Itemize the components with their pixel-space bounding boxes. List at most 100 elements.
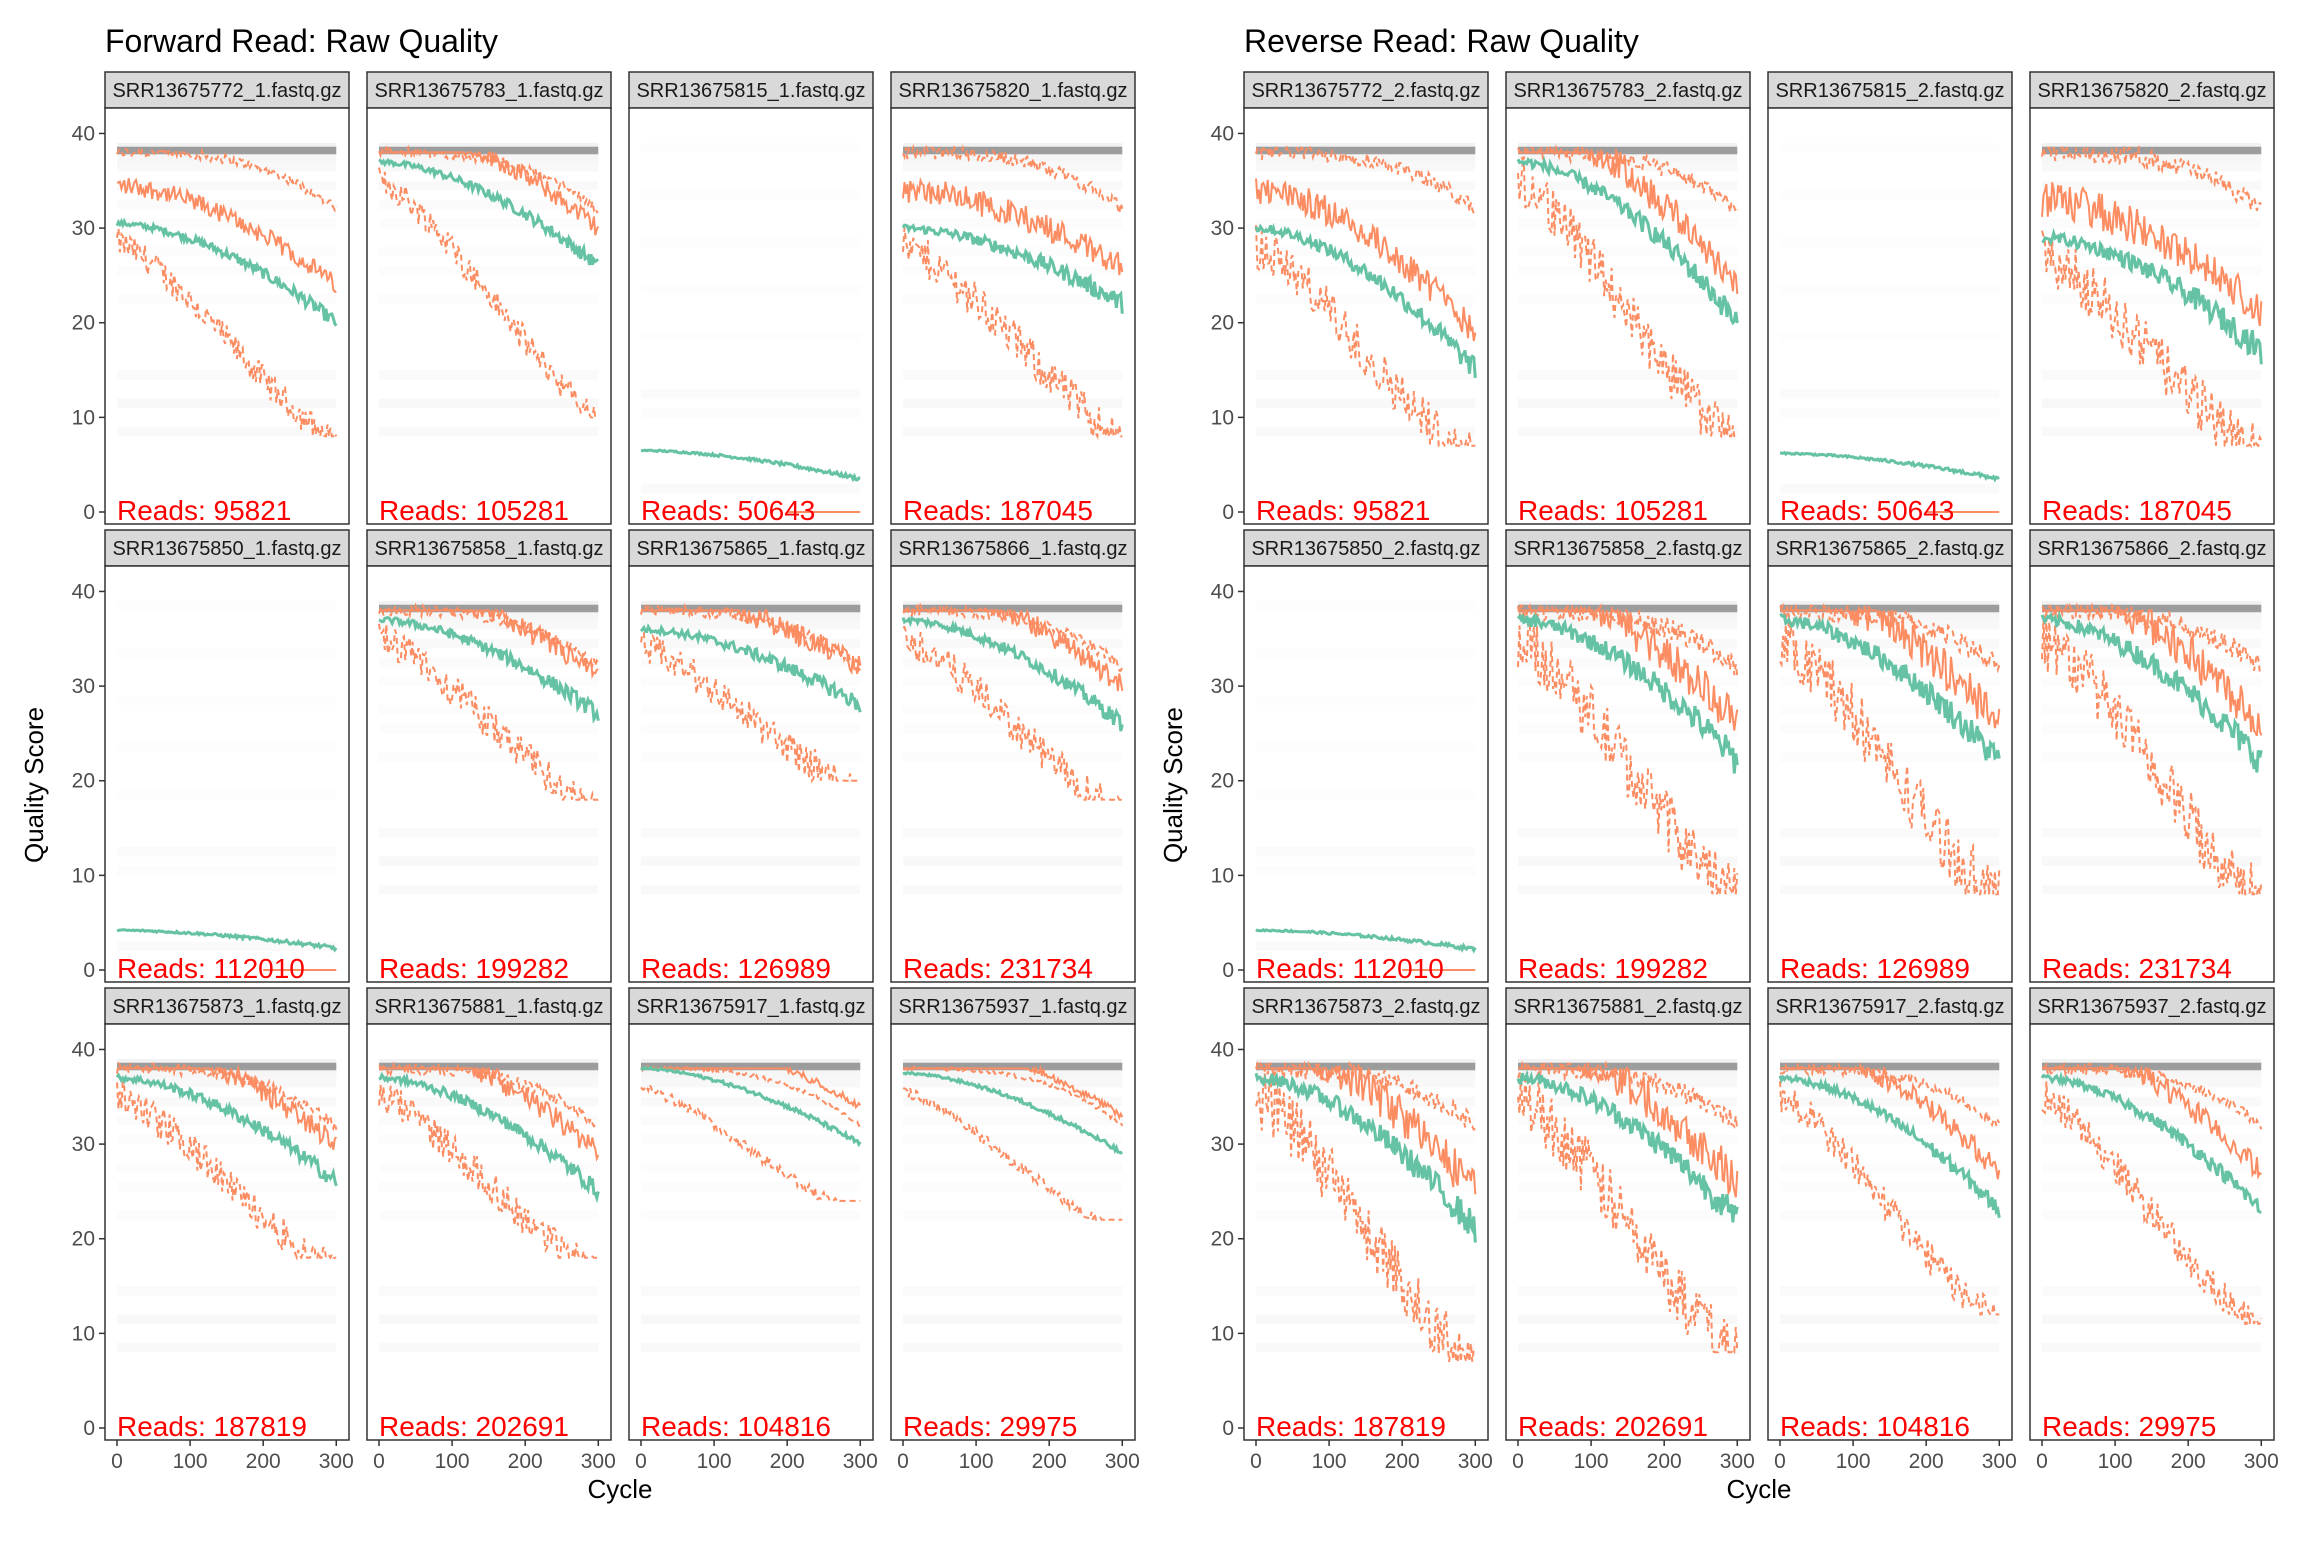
mean-quality-line [1516,612,1739,774]
panel-contents [901,600,1124,895]
heat-tile-4 [117,1115,337,1126]
heat-tile-1 [2042,152,2262,162]
heat-tile-5 [1256,218,1476,229]
facet-strip [1243,529,1489,567]
facet-1-10: SRR13675917_2.fastq.gz Reads: 104816 0 100 2… [1767,987,2017,1473]
heat-tile-1 [2042,1068,2262,1078]
y-tick-label: 40 [1211,1038,1234,1061]
read-count-label: Reads: 187819 [117,1411,307,1442]
facet-strip-label: SRR13675937_1.fastq.gz [898,996,1127,1018]
heat-tile-3 [903,638,1123,649]
heat-tile-10 [1780,1314,2000,1324]
mean-quality-line [902,1070,1124,1155]
heat-tile-10 [1518,856,1738,866]
quantile-25-line [640,1081,861,1203]
y-tick-label: 0 [83,1417,95,1440]
read-count-label: Reads: 202691 [379,1411,569,1442]
quantile-75-line [378,144,599,214]
read-count-label: Reads: 50643 [1780,495,1954,526]
read-count-label: Reads: 199282 [1518,953,1708,984]
heat-tile-1 [1518,152,1738,162]
facet-1-8: SRR13675873_2.fastq.gz Reads: 187819 0 10 20… [1211,987,1493,1473]
facet-strip-label: SRR13675772_1.fastq.gz [112,80,341,102]
x-tick-label: 300 [2244,1450,2279,1473]
heat-tile-11 [2042,426,2262,437]
heat-tile-top [903,146,1123,155]
heat-tile-11 [1780,1342,2000,1353]
heat-tile-9 [379,370,599,380]
read-count-label: Reads: 105281 [1518,495,1708,526]
facet-1-0: SRR13675772_2.fastq.gz Reads: 95821 0 10 20 3… [1211,71,1489,526]
y-tick-label: 20 [72,312,95,335]
heat-tile-7 [117,265,337,276]
panel-contents [1516,600,1739,895]
heat-tile-1 [1256,648,1476,658]
heat-tile-4 [2042,199,2262,210]
heat-tile-11 [903,426,1123,437]
heat-tile-3 [641,1096,861,1107]
heat-tile-8 [1518,752,1738,762]
read-count-label: Reads: 104816 [641,1411,831,1442]
heat-tile-6 [1256,247,1476,257]
heat-tile-9 [1518,1286,1738,1296]
heat-tile-9 [2042,1286,2262,1296]
heat-tile-8 [1256,1210,1476,1220]
read-count-label: Reads: 231734 [903,953,1093,984]
heat-tile-9 [1518,370,1738,380]
read-count-label: Reads: 126989 [1780,953,1970,984]
read-count-label: Reads: 199282 [379,953,569,984]
quantile-25-line [1517,1074,1739,1355]
facet-strip [890,987,1136,1025]
x-tick-label: 100 [435,1450,470,1473]
x-tick-label: 200 [770,1450,805,1473]
panel-contents [640,142,861,513]
mean-quality-line [116,928,338,953]
panel-border [628,565,874,983]
heat-tile-1 [1256,1068,1476,1078]
facet-strip [104,71,350,109]
panel-contents [1254,1058,1477,1363]
panel-background [891,1024,1135,1440]
facet-0-6: SRR13675865_1.fastq.gz Reads: 126989 [628,529,874,984]
read-count-label: Reads: 29975 [903,1411,1077,1442]
heat-tile-5 [117,846,337,857]
heat-tile-11 [1780,884,2000,895]
heat-tile-top [379,1062,599,1071]
panel-border [890,565,1136,983]
panel-contents [640,1058,862,1353]
panel-border [890,107,1136,525]
heat-tile-2 [641,1077,861,1088]
quantile-25-line [378,623,599,804]
heat-tile-6 [1780,705,2000,715]
heat-tile-10 [2042,398,2262,408]
facet-strip-label: SRR13675815_2.fastq.gz [1775,80,2004,102]
panel-contents [1255,600,1477,971]
read-count-label: Reads: 105281 [379,495,569,526]
heat-tile-top [117,1062,337,1071]
facet-0-5: SRR13675858_1.fastq.gz Reads: 199282 [366,529,612,984]
panel-border [366,107,612,525]
heat-tile-0 [1780,142,2000,153]
heat-tile-3 [379,180,599,191]
read-count-label: Reads: 187045 [903,495,1093,526]
heat-tile-5 [1518,676,1738,687]
heat-tile-1 [641,190,861,200]
heat-tile-10 [2042,856,2262,866]
heat-tile-9 [1518,828,1738,838]
heat-tile-2 [117,695,337,706]
median-line [902,176,1124,276]
mean-quality-line [115,1072,338,1187]
y-tick-label: 20 [72,770,95,793]
facet-0-4: SRR13675850_1.fastq.gz Reads: 112010 0 10 20… [72,529,350,984]
x-tick-label: 300 [1720,1450,1755,1473]
x-tick-label: 0 [2036,1450,2048,1473]
panel-border [1243,1023,1489,1441]
quantile-25-line [1517,617,1739,895]
heat-tile-7 [2042,1181,2262,1192]
heat-tile-7 [1256,1181,1476,1192]
x-tick-label: 200 [508,1450,543,1473]
x-tick-label: 100 [1312,1450,1347,1473]
x-tick-label: 200 [1032,1450,1067,1473]
heat-tile-10 [1256,398,1476,408]
heat-tile-10 [903,856,1123,866]
